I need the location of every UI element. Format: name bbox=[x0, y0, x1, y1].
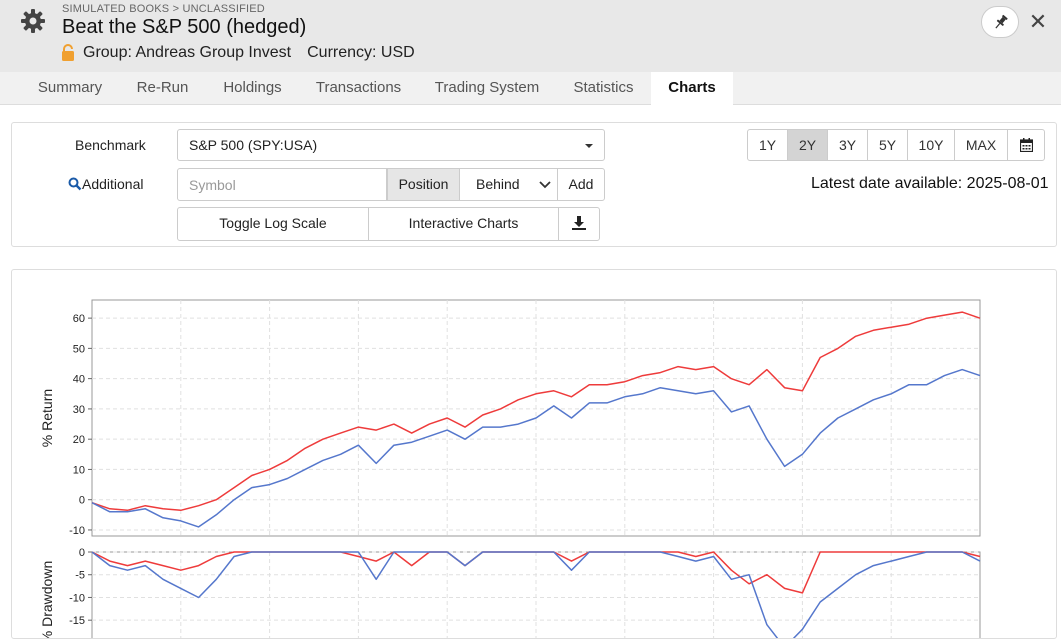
search-icon bbox=[68, 177, 82, 191]
group-label: Group: Andreas Group Invest bbox=[83, 44, 292, 61]
benchmark-label: Benchmark bbox=[75, 137, 146, 153]
position-button[interactable]: Position bbox=[387, 168, 460, 201]
y-axis-title: % Return bbox=[39, 389, 55, 447]
additional-text: Additional bbox=[82, 176, 144, 192]
tab-holdings[interactable]: Holdings bbox=[223, 79, 282, 96]
toggle-log-scale-button[interactable]: Toggle Log Scale bbox=[177, 207, 369, 241]
benchmark-select[interactable]: S&P 500 (SPY:USA) bbox=[177, 129, 605, 161]
benchmark-series-line bbox=[91, 368, 981, 528]
tab-statistics[interactable]: Statistics bbox=[573, 79, 634, 96]
performance-charts: 60 50 40 30 20 10 0 -10 % Return 0 -5 -10 -15 % Drawd… bbox=[39, 299, 981, 639]
book-header: SIMULATED BOOKS > UNCLASSIFIED Beat the … bbox=[0, 0, 1061, 72]
y-tick-label: 50 bbox=[73, 343, 85, 355]
interactive-charts-button[interactable]: Interactive Charts bbox=[368, 207, 559, 241]
portfolio-series-line bbox=[91, 311, 981, 512]
close-icon[interactable]: ✕ bbox=[1028, 9, 1048, 34]
y-tick-label: -10 bbox=[69, 592, 85, 604]
tab-summary[interactable]: Summary bbox=[37, 79, 103, 96]
range-2y-button[interactable]: 2Y bbox=[787, 129, 828, 161]
tab-trading-system[interactable]: Trading System bbox=[434, 79, 540, 96]
pin-button[interactable] bbox=[981, 6, 1019, 38]
lock-icon bbox=[62, 44, 74, 61]
page-title: Beat the S&P 500 (hedged) bbox=[62, 16, 307, 38]
download-icon bbox=[572, 216, 586, 230]
additional-label: Additional bbox=[68, 176, 144, 192]
benchmark-value: S&P 500 (SPY:USA) bbox=[189, 137, 318, 153]
y-axis-title: % Drawdown bbox=[39, 561, 55, 639]
y-tick-label: 0 bbox=[79, 547, 85, 559]
y-tick-label: -5 bbox=[75, 570, 85, 582]
y-tick-label: 60 bbox=[73, 313, 85, 325]
y-tick-label: 0 bbox=[79, 495, 85, 507]
y-tick-label: -15 bbox=[69, 615, 85, 627]
gear-icon[interactable] bbox=[20, 8, 46, 34]
breadcrumb[interactable]: SIMULATED BOOKS > UNCLASSIFIED bbox=[62, 3, 265, 15]
caret-down-icon bbox=[585, 144, 593, 148]
range-5y-button[interactable]: 5Y bbox=[867, 129, 908, 161]
tab-charts[interactable]: Charts bbox=[651, 72, 733, 105]
behind-select[interactable]: Behind bbox=[459, 168, 558, 201]
y-tick-label: 40 bbox=[73, 374, 85, 386]
range-max-button[interactable]: MAX bbox=[954, 129, 1008, 161]
pin-icon bbox=[995, 14, 1008, 29]
range-1y-button[interactable]: 1Y bbox=[747, 129, 788, 161]
currency-label: Currency: USD bbox=[307, 44, 415, 61]
chevron-down-icon bbox=[539, 181, 551, 189]
y-tick-label: 30 bbox=[73, 404, 85, 416]
calendar-button[interactable] bbox=[1007, 129, 1045, 161]
behind-value: Behind bbox=[476, 176, 520, 192]
symbol-input[interactable] bbox=[177, 168, 387, 201]
calendar-icon bbox=[1019, 138, 1033, 153]
y-tick-label: 20 bbox=[73, 434, 85, 446]
tab-transactions[interactable]: Transactions bbox=[315, 79, 402, 96]
book-meta: Group: Andreas Group Invest Currency: USD bbox=[83, 44, 415, 62]
y-tick-label: 10 bbox=[73, 464, 85, 476]
add-button[interactable]: Add bbox=[557, 168, 605, 201]
latest-date-label: Latest date available: 2025-08-01 bbox=[811, 175, 1049, 192]
chart-panel: 60 50 40 30 20 10 0 -10 % Return 0 -5 -10 -15 % Drawd… bbox=[11, 269, 1057, 639]
download-button[interactable] bbox=[558, 207, 600, 241]
tab-re-run[interactable]: Re-Run bbox=[136, 79, 189, 96]
y-tick-label: -10 bbox=[69, 525, 85, 537]
tab-bar: Summary Re-Run Holdings Transactions Tra… bbox=[0, 72, 1061, 105]
range-3y-button[interactable]: 3Y bbox=[827, 129, 868, 161]
benchmark-series-line bbox=[91, 551, 981, 638]
range-10y-button[interactable]: 10Y bbox=[907, 129, 955, 161]
